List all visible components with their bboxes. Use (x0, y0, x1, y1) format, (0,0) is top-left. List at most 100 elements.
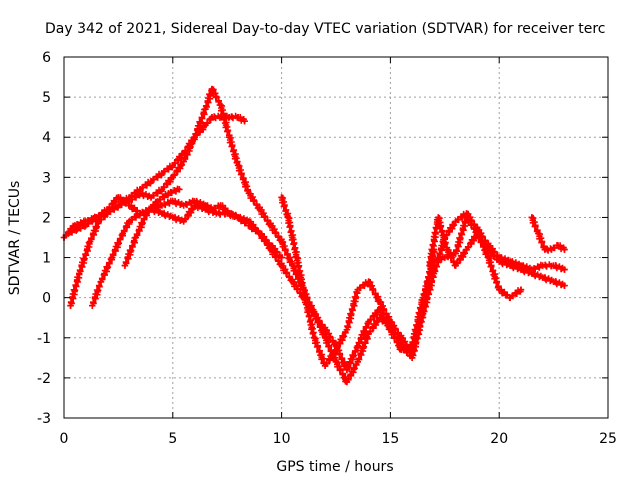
data-point (115, 194, 122, 201)
data-point (311, 310, 318, 317)
data-point (191, 202, 198, 209)
data-point (332, 358, 340, 366)
data-point (158, 186, 166, 193)
data-point (554, 242, 562, 249)
data-point (284, 214, 292, 221)
data-point (293, 254, 301, 261)
series-track-8 (528, 214, 568, 254)
y-tick-label: -2 (37, 371, 51, 387)
data-point (343, 366, 351, 374)
data-point (561, 246, 568, 253)
x-tick-label: 0 (60, 431, 69, 447)
data-point (550, 262, 557, 269)
data-point (217, 113, 224, 121)
series-track-7 (426, 214, 525, 302)
x-axis-label: GPS time / hours (276, 459, 393, 475)
data-point (121, 262, 129, 269)
y-tick-label: 0 (42, 291, 51, 307)
y-tick-label: 1 (42, 251, 51, 267)
data-point (267, 242, 274, 249)
data-point (147, 178, 155, 185)
data-point (191, 134, 198, 141)
data-point (115, 202, 122, 209)
data-point (539, 262, 546, 269)
series-markers (528, 214, 568, 254)
data-point (452, 218, 459, 225)
data-point (398, 334, 405, 341)
data-marks (60, 85, 568, 386)
data-point (267, 222, 274, 229)
data-point (154, 198, 161, 205)
data-point (202, 206, 209, 213)
data-point (65, 230, 72, 237)
data-point (419, 306, 427, 313)
y-tick-label: 3 (42, 170, 51, 186)
y-tick-label: 2 (42, 210, 51, 226)
data-point (496, 286, 503, 293)
data-point (506, 258, 514, 265)
data-point (343, 378, 351, 386)
series-track-5 (121, 185, 183, 269)
data-point (354, 358, 361, 366)
data-point (278, 254, 285, 261)
data-point (158, 210, 166, 217)
data-point (89, 302, 96, 309)
data-point (289, 262, 296, 269)
data-point (136, 210, 144, 217)
data-point (332, 346, 340, 354)
data-point (169, 198, 176, 205)
data-point (224, 210, 231, 217)
data-point (278, 238, 285, 245)
data-point (104, 210, 111, 217)
data-point (226, 113, 233, 121)
data-point (67, 302, 74, 309)
data-point (202, 121, 209, 129)
data-point (539, 274, 546, 281)
data-point (158, 202, 166, 209)
data-point (311, 334, 318, 341)
y-axis-label: SDTVAR / TECUs (7, 181, 23, 296)
data-point (408, 350, 416, 358)
data-point (278, 194, 285, 201)
y-tick-label: -3 (37, 411, 51, 427)
data-point (528, 266, 536, 273)
data-point (176, 186, 183, 193)
data-point (376, 298, 383, 305)
data-point (387, 318, 394, 325)
data-point (463, 246, 470, 253)
y-tick-label: 4 (42, 130, 51, 146)
data-point (234, 113, 242, 121)
y-tick-label: 6 (42, 50, 51, 66)
data-point (180, 150, 187, 157)
data-point (256, 206, 264, 213)
data-point (234, 162, 242, 169)
data-point (354, 286, 361, 293)
data-point (93, 214, 100, 221)
data-point (506, 294, 514, 301)
data-point (82, 222, 89, 229)
data-point (169, 162, 176, 169)
data-point (452, 262, 459, 269)
data-point (95, 218, 103, 225)
data-point (202, 105, 209, 113)
chart-title: Day 342 of 2021, Sidereal Day-to-day VTE… (45, 21, 605, 37)
plot-frame (63, 56, 609, 419)
data-point (86, 238, 94, 245)
data-point (256, 230, 264, 237)
data-point (126, 194, 133, 201)
data-point (548, 246, 555, 253)
grid (64, 57, 608, 418)
data-point (143, 210, 150, 217)
data-point (126, 218, 133, 225)
data-point (76, 270, 83, 277)
data-point (561, 266, 568, 273)
data-point (226, 134, 233, 141)
data-point (169, 214, 176, 221)
data-point (485, 254, 492, 261)
data-point (474, 230, 481, 237)
data-point (165, 190, 172, 197)
series-markers (89, 201, 285, 309)
data-point (441, 254, 448, 261)
data-point (180, 218, 187, 225)
x-tick-label: 25 (599, 431, 617, 447)
